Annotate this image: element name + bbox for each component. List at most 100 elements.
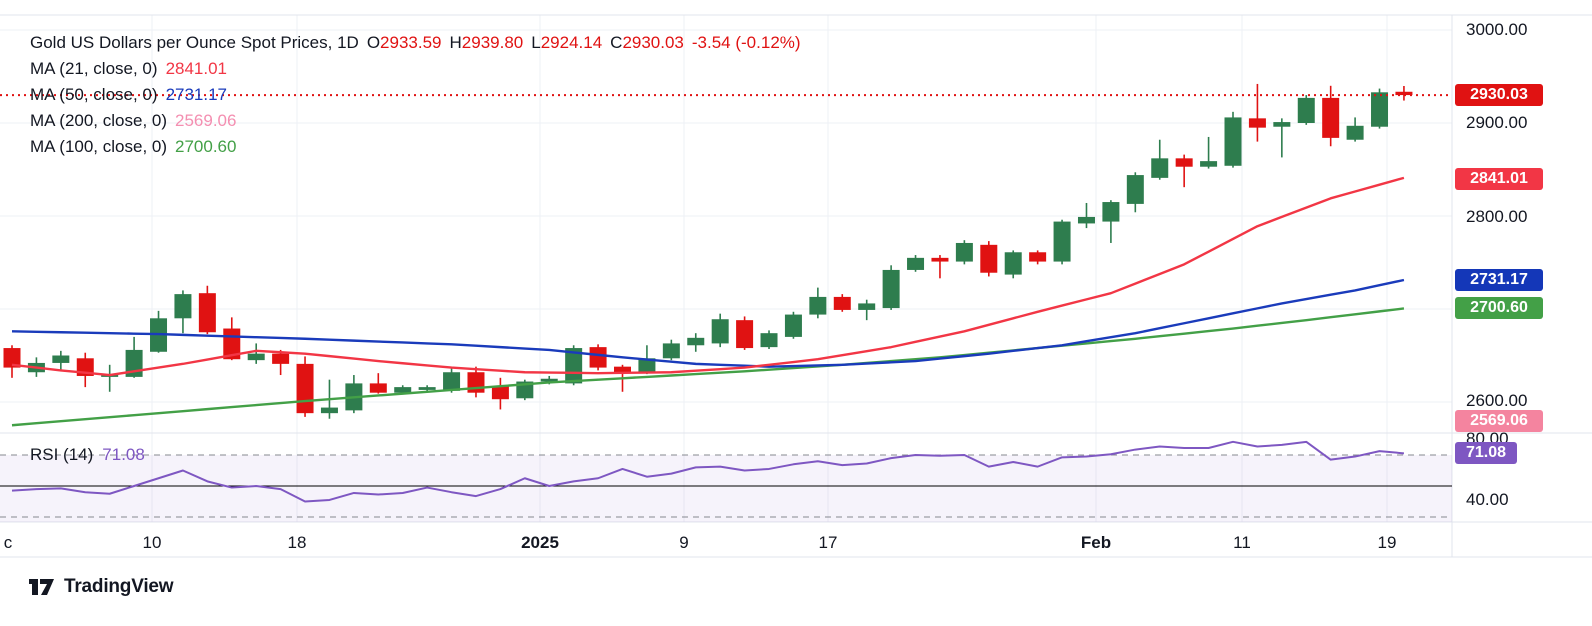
time-axis-label: 10 [142, 533, 162, 552]
candle-body [1273, 122, 1291, 127]
rsi-line [11, 440, 1405, 503]
rsi-row[interactable]: RSI (14) 71.08 [30, 442, 145, 468]
candle-body [784, 314, 802, 337]
ma100-line [11, 307, 1405, 427]
candle-body [320, 407, 338, 414]
candle-body [565, 348, 583, 384]
candle-body [247, 353, 265, 361]
low-label: L [531, 33, 541, 52]
time-axis-label: 19 [1377, 533, 1397, 552]
candle-body [369, 383, 387, 393]
price-axis-label: 2600.00 [1466, 391, 1528, 410]
candle-body [198, 293, 216, 333]
ma-21-label: MA (21, close, 0) [30, 59, 158, 78]
candle-body [394, 387, 412, 393]
time-axis-label: 17 [818, 533, 838, 552]
price-badge: 2700.60 [1455, 297, 1543, 319]
time-axis-label: 11 [1233, 533, 1251, 552]
symbol-row[interactable]: Gold US Dollars per Ounce Spot Prices, 1… [30, 30, 801, 56]
open-label: O [366, 33, 381, 52]
tradingview-branding[interactable]: TradingView [28, 576, 174, 598]
candle-body [662, 343, 680, 359]
tradingview-logo-text: TradingView [64, 576, 174, 597]
candle-body [858, 303, 876, 310]
candle-body [1224, 117, 1242, 166]
candle-body [3, 348, 21, 368]
ma21-line [11, 176, 1405, 377]
candle-body [1053, 221, 1071, 262]
high-label: H [449, 33, 462, 52]
candle-body [1102, 202, 1120, 222]
candle-body [1322, 97, 1340, 138]
candle-body [882, 269, 900, 309]
candle-body [1077, 216, 1095, 224]
candle-body [1371, 92, 1389, 127]
rsi-label: RSI (14) [30, 445, 94, 464]
price-badge: 2930.03 [1455, 84, 1543, 106]
candle-body [540, 378, 558, 382]
candle-body [760, 333, 778, 348]
price-badge: 71.08 [1455, 442, 1517, 464]
close-label: C [610, 33, 623, 52]
legend: Gold US Dollars per Ounce Spot Prices, 1… [30, 30, 801, 160]
candle-body [711, 319, 729, 344]
time-axis[interactable]: c 10 18 2025 9 17 Feb 11 19 [0, 522, 1452, 558]
change-value: -3.54 (-0.12%) [691, 33, 801, 52]
ma-200-row[interactable]: MA (200, close, 0) 2569.06 [30, 108, 801, 134]
price-axis-label: 3000.00 [1466, 20, 1528, 39]
candle-body [1004, 252, 1022, 275]
symbol-title[interactable]: Gold US Dollars per Ounce Spot Prices, 1… [30, 33, 359, 52]
candle-body [614, 366, 631, 374]
time-axis-label: 18 [287, 533, 307, 552]
price-axis-label: 2900.00 [1466, 113, 1528, 132]
price-axis-label: 2800.00 [1466, 207, 1528, 226]
candle-body [1151, 158, 1169, 178]
candle-body [52, 355, 70, 363]
candle-body [174, 294, 192, 319]
ma-100-label: MA (100, close, 0) [30, 137, 168, 156]
price-badge: 2569.06 [1455, 410, 1543, 432]
ma-100-value: 2700.60 [175, 137, 237, 156]
price-badge: 2841.01 [1455, 168, 1543, 190]
ma-50-label: MA (50, close, 0) [30, 85, 158, 104]
candle-body [1346, 125, 1364, 140]
ma-50-row[interactable]: MA (50, close, 0) 2731.17 [30, 82, 801, 108]
candle-body [272, 353, 290, 364]
open-value: 2933.59 [380, 33, 442, 52]
close-value: 2930.03 [622, 33, 684, 52]
ma-100-row[interactable]: MA (100, close, 0) 2700.60 [30, 134, 801, 160]
low-value: 2924.14 [540, 33, 603, 52]
candle-body [1029, 252, 1047, 262]
time-axis-label: Feb [1080, 533, 1112, 552]
candle-body [687, 337, 705, 346]
candle-body [1126, 175, 1144, 204]
candle-body [443, 372, 461, 391]
candle-body [1175, 158, 1193, 167]
ma-50-value: 2731.17 [165, 85, 228, 104]
ma-200-value: 2569.06 [175, 111, 237, 130]
time-axis-label: 2025 [521, 533, 559, 552]
ma-21-value: 2841.01 [165, 59, 228, 78]
time-axis-label: 9 [679, 533, 689, 552]
candle-body [491, 386, 509, 400]
candle-body [1248, 118, 1266, 128]
rsi-value: 71.08 [102, 445, 145, 464]
candle-body [809, 296, 827, 315]
high-value: 2939.80 [461, 33, 524, 52]
candle-body [589, 347, 607, 368]
rsi-band-fill [0, 455, 1452, 522]
candle-body [1395, 91, 1413, 96]
tradingview-logo-icon [29, 579, 54, 595]
ma50-line [11, 278, 1405, 368]
candle-body [1297, 97, 1315, 123]
price-badge: 2731.17 [1455, 269, 1543, 291]
candle-body [907, 257, 925, 270]
ma-21-row[interactable]: MA (21, close, 0) 2841.01 [30, 56, 801, 82]
price-axis[interactable]: 3000.00 2900.00 2800.00 2600.00 80.00 40.00 29… [1452, 0, 1592, 560]
candle-body [980, 244, 998, 273]
candle-body [1200, 161, 1218, 167]
candle-body [931, 257, 949, 262]
candle-body [638, 358, 656, 374]
